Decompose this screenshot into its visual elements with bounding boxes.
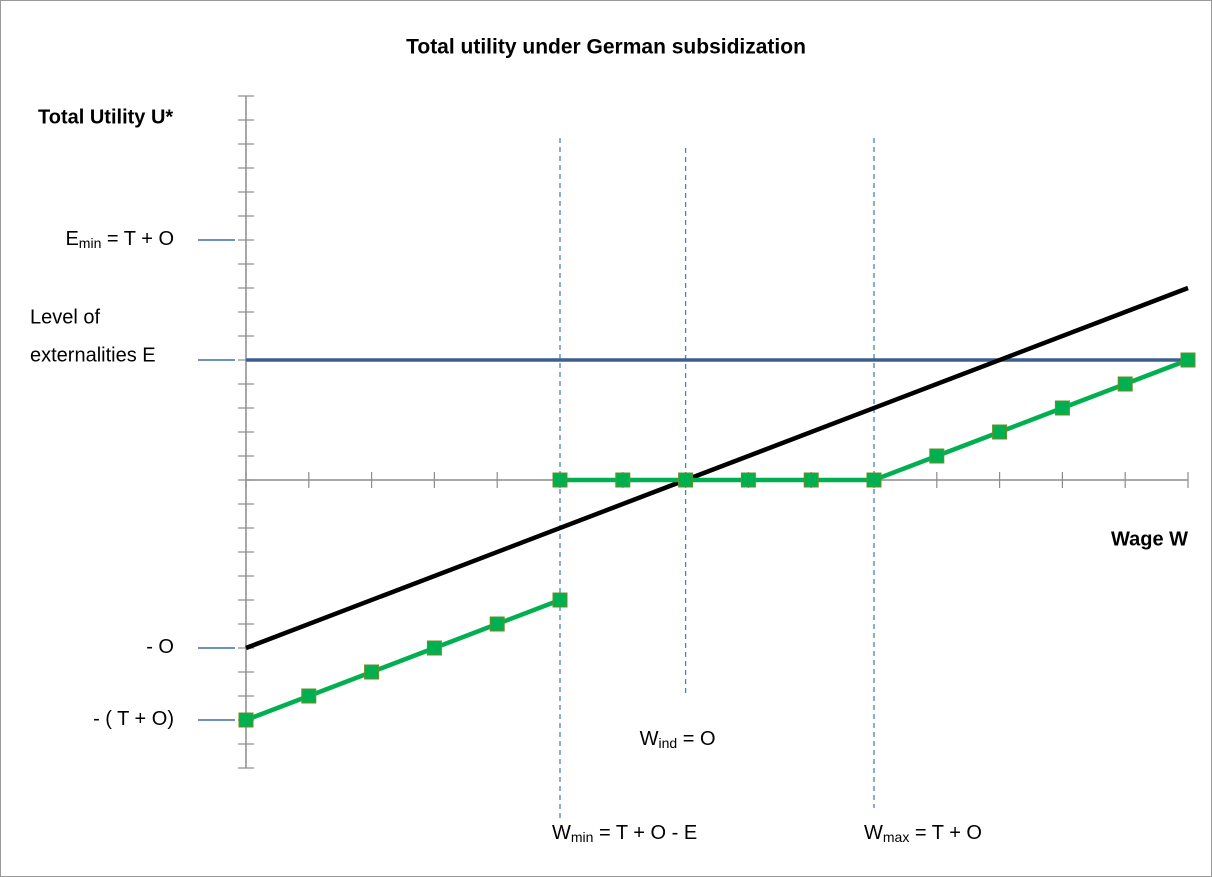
marker <box>301 688 317 704</box>
label-part: W <box>640 728 659 750</box>
y-axis-label: Total Utility U* <box>38 106 173 128</box>
marker <box>740 472 756 488</box>
marker <box>992 424 1008 440</box>
marker <box>238 712 254 728</box>
label-part: = T + O - E <box>593 822 697 844</box>
label-part: - ( T + O) <box>93 708 174 730</box>
label-part: - O <box>146 636 174 658</box>
marker <box>364 664 380 680</box>
y-tick-label: externalities E <box>30 344 156 366</box>
label-part: max <box>883 829 909 845</box>
reference-label: Wmax = T + O <box>864 822 982 845</box>
reference-label: Wmin = T + O - E <box>552 822 697 845</box>
marker <box>1180 352 1196 368</box>
marker <box>866 472 882 488</box>
label-part: W <box>864 822 883 844</box>
label-part: W <box>552 822 571 844</box>
label-part: = T + O <box>909 822 982 844</box>
y-tick-label: Emin = T + O <box>65 228 174 251</box>
chart-title: Total utility under German subsidization <box>406 36 806 59</box>
label-part: = T + O <box>101 228 174 250</box>
marker <box>552 472 568 488</box>
marker <box>803 472 819 488</box>
y-tick-label: - ( T + O) <box>93 708 174 730</box>
label-part: min <box>571 829 594 845</box>
label-part: E <box>65 228 78 250</box>
label-part: ind <box>658 735 677 751</box>
marker <box>1054 400 1070 416</box>
marker <box>678 472 694 488</box>
marker <box>426 640 442 656</box>
marker <box>929 448 945 464</box>
y-tick-label: Level of <box>30 306 100 328</box>
reference-label: Wind = O <box>640 728 716 751</box>
label-part: = O <box>677 728 715 750</box>
label-part: min <box>79 235 102 251</box>
x-axis-label: Wage W <box>1111 528 1188 550</box>
series-line <box>245 285 1189 651</box>
marker <box>552 592 568 608</box>
marker <box>489 616 505 632</box>
marker <box>1117 376 1133 392</box>
marker <box>615 472 631 488</box>
y-tick-label: - O <box>146 636 174 658</box>
